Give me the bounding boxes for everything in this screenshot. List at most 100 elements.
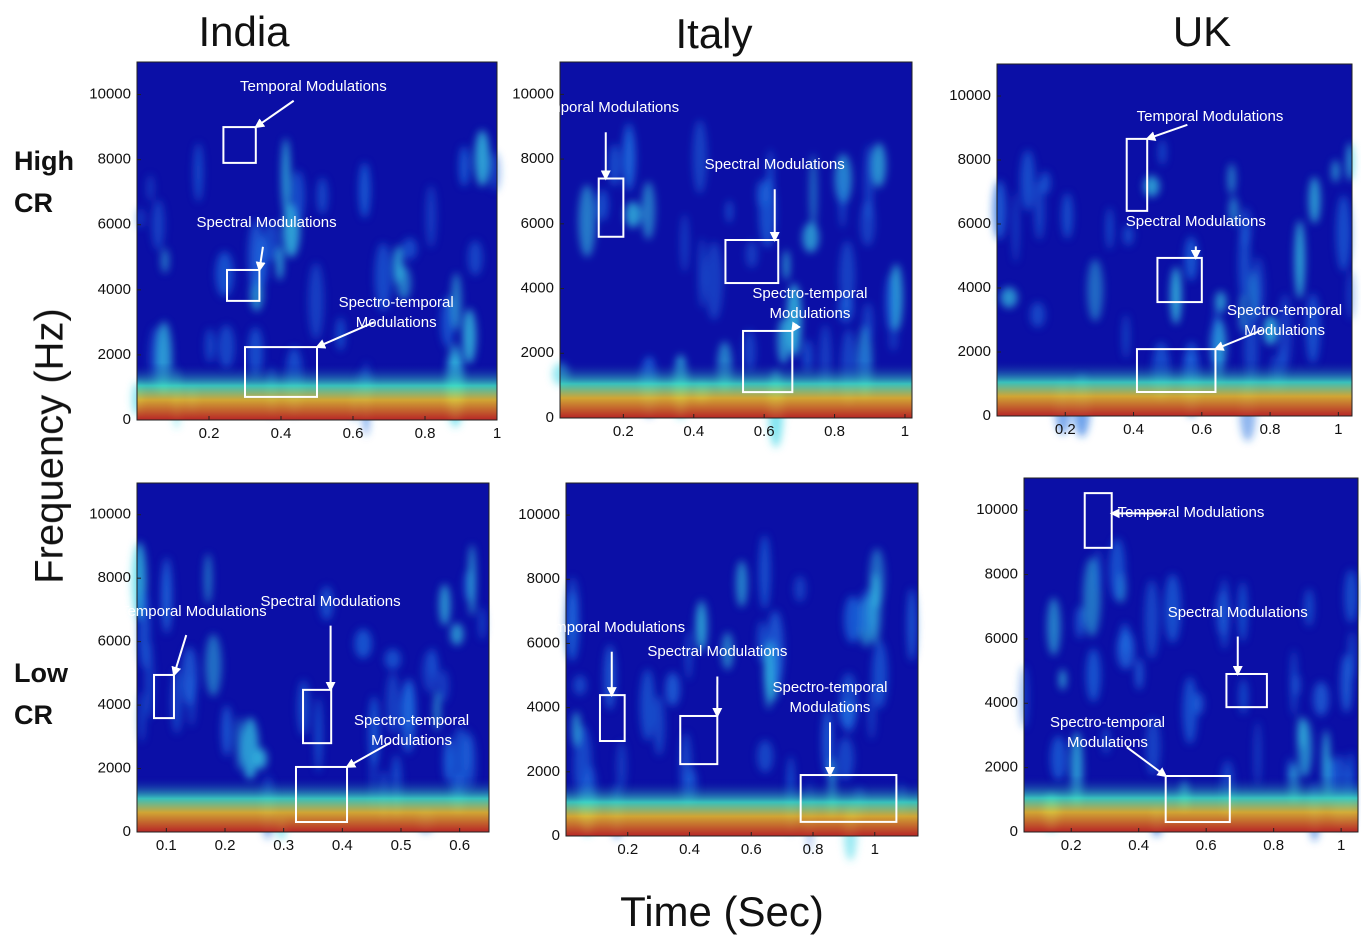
row-label: Low CR bbox=[14, 658, 68, 730]
y-tick-label: 2000 bbox=[985, 759, 1018, 776]
texture-blob bbox=[839, 164, 846, 229]
annotation-label: Spectro-temporal Modulations bbox=[354, 711, 470, 749]
texture-blob bbox=[235, 716, 243, 771]
texture-blob bbox=[459, 145, 470, 187]
annotation-box bbox=[1083, 492, 1113, 549]
x-tick-label: 0.5 bbox=[391, 837, 412, 854]
texture-blob bbox=[1336, 195, 1352, 272]
texture-blob bbox=[290, 170, 305, 222]
texture-blob bbox=[468, 544, 476, 617]
annotation-box bbox=[1156, 256, 1203, 304]
x-tick-label: 0.2 bbox=[199, 425, 220, 442]
x-tick-label: 0.6 bbox=[343, 425, 364, 442]
x-tick-label: 0.2 bbox=[1055, 421, 1076, 438]
texture-blob bbox=[433, 690, 440, 732]
y-tick-label: 2000 bbox=[958, 343, 991, 360]
texture-blob bbox=[1344, 569, 1358, 624]
texture-blob bbox=[161, 248, 169, 274]
texture-blob bbox=[1106, 207, 1114, 250]
x-tick-label: 0.8 bbox=[1263, 837, 1284, 854]
texture-blob bbox=[358, 162, 371, 219]
texture-blob bbox=[1240, 207, 1252, 247]
y-tick-label: 4000 bbox=[958, 279, 991, 296]
plot-frame bbox=[559, 61, 913, 419]
y-tick-label: 8000 bbox=[958, 151, 991, 168]
plot-frame bbox=[136, 482, 490, 833]
texture-blob bbox=[316, 177, 328, 215]
texture-blob bbox=[1059, 669, 1067, 690]
y-tick-label: 6000 bbox=[985, 630, 1018, 647]
texture-blob bbox=[1122, 224, 1134, 246]
texture-blob bbox=[1228, 196, 1239, 225]
texture-blob bbox=[1215, 291, 1227, 313]
texture-blob bbox=[146, 174, 154, 202]
panel: 0 2000 4000 6000 8000 10000 0.2 0.4 0.6 0.8 1 bbox=[512, 61, 913, 448]
y-tick-label: 8000 bbox=[98, 151, 131, 168]
y-tick-label: 4000 bbox=[98, 281, 131, 298]
annotation-box bbox=[302, 688, 333, 745]
texture-blob bbox=[698, 237, 706, 309]
annotation-arrow bbox=[255, 246, 266, 272]
low-band bbox=[560, 361, 912, 418]
y-tick-label: 6000 bbox=[527, 634, 560, 651]
texture-blob bbox=[872, 641, 888, 709]
annotation-box bbox=[679, 714, 719, 766]
x-axis-label: Time (Sec) bbox=[620, 888, 824, 935]
annotation-box bbox=[724, 239, 780, 285]
texture-blob bbox=[354, 628, 372, 659]
texture-blob bbox=[695, 599, 709, 652]
texture-blob bbox=[1331, 160, 1340, 183]
annotation-box bbox=[244, 346, 318, 398]
texture-blob bbox=[193, 143, 204, 202]
annotation-label: Spectro-temporal Modulations bbox=[752, 285, 868, 323]
texture-blob bbox=[1122, 314, 1130, 359]
texture-blob bbox=[756, 180, 766, 208]
annotation-label: Temporal Modulations bbox=[240, 78, 387, 96]
x-tick-label: 1 bbox=[871, 841, 879, 858]
y-tick-label: 10000 bbox=[518, 506, 560, 523]
texture-blob bbox=[1305, 293, 1321, 364]
y-tick-label: 6000 bbox=[98, 633, 131, 650]
texture-blob bbox=[862, 302, 874, 344]
texture-blob bbox=[1263, 315, 1278, 346]
texture-blob bbox=[757, 620, 768, 663]
x-tick-label: 0.6 bbox=[754, 423, 775, 440]
y-tick-label: 8000 bbox=[521, 150, 554, 167]
x-tick-label: 0.1 bbox=[156, 837, 177, 854]
texture-blob bbox=[867, 684, 876, 740]
annotation-label: Temporal Modulations bbox=[532, 99, 680, 117]
texture-blob bbox=[450, 623, 464, 646]
annotation-label: Temporal Modulations bbox=[1117, 504, 1265, 522]
annotation-box bbox=[742, 329, 794, 394]
texture-blob bbox=[1144, 579, 1159, 659]
texture-blob bbox=[838, 699, 856, 728]
texture-blob bbox=[276, 246, 284, 281]
x-tick-label: 0.8 bbox=[415, 425, 436, 442]
texture-blob bbox=[625, 201, 641, 228]
y-tick-label: 4000 bbox=[521, 280, 554, 297]
annotation-box bbox=[1135, 348, 1217, 393]
y-tick-label: 0 bbox=[1010, 823, 1018, 840]
texture-blob bbox=[1143, 175, 1160, 197]
column-title: UK bbox=[1172, 8, 1232, 55]
texture-blob bbox=[320, 585, 334, 621]
plot-frame bbox=[565, 482, 919, 837]
texture-blob bbox=[1075, 606, 1085, 639]
y-tick-label: 2000 bbox=[98, 346, 131, 363]
annotation-arrow bbox=[1126, 746, 1168, 778]
annotation-label: Spectral Modulations bbox=[1125, 213, 1266, 231]
annotation-label: Temporal Modulations bbox=[1136, 107, 1284, 125]
row-label: High CR bbox=[14, 146, 74, 218]
annotation-box bbox=[1125, 137, 1149, 212]
plot-frame bbox=[136, 61, 498, 421]
texture-blob bbox=[187, 674, 196, 727]
texture-blob bbox=[889, 324, 898, 352]
texture-blob bbox=[1102, 727, 1110, 755]
texture-blob bbox=[783, 249, 790, 281]
texture-blob bbox=[447, 735, 454, 787]
texture-blob bbox=[1094, 548, 1102, 593]
annotation-label: Spectral Modulations bbox=[704, 156, 845, 174]
x-tick-label: 1 bbox=[1334, 421, 1342, 438]
